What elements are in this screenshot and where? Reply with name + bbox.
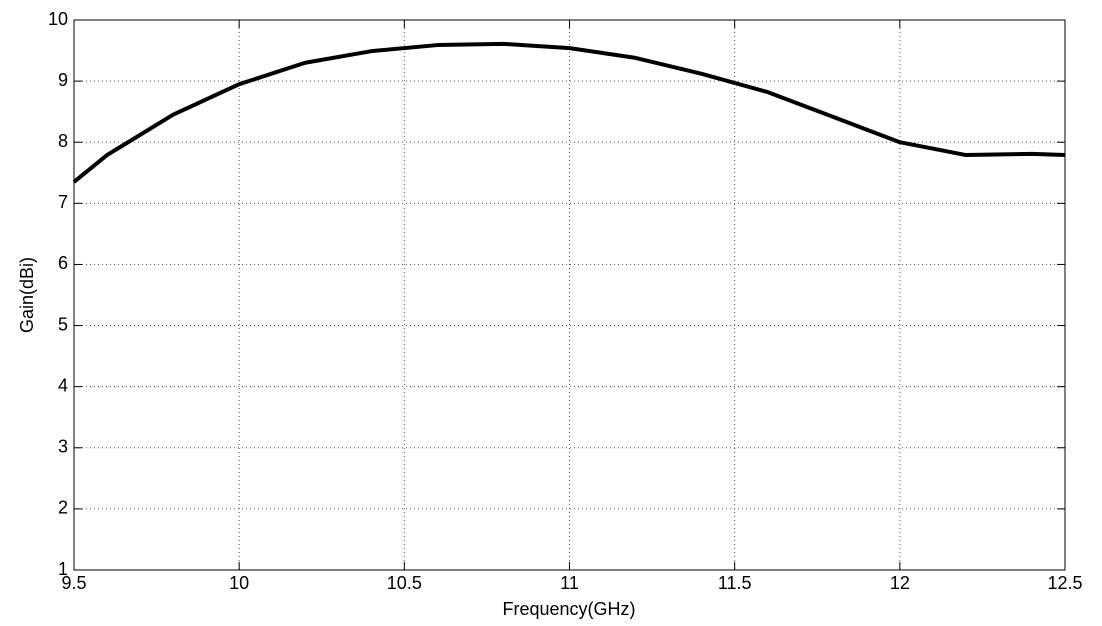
plot-frame (73, 19, 1066, 571)
y-tick-label: 10 (48, 9, 68, 29)
y-tick-label: 5 (58, 314, 68, 334)
x-tick-label: 11.5 (718, 573, 752, 593)
y-tick-label: 1 (58, 559, 68, 579)
x-tick-label: 12.5 (1047, 573, 1082, 593)
plot-area (74, 20, 1065, 570)
y-tick-label: 8 (58, 131, 68, 151)
y-tick-label: 9 (58, 70, 68, 90)
x-tick-label: 9.5 (61, 573, 86, 593)
data-line (72, 41, 1066, 184)
x-axis-label: Frequency(GHz) (502, 599, 635, 619)
x-tick-label: 10 (229, 573, 249, 593)
y-tick-label: 7 (58, 192, 68, 212)
y-axis-label: Gain(dBi) (17, 257, 37, 333)
y-tick-label: 2 (58, 498, 68, 518)
y-tick-label: 3 (58, 437, 68, 457)
y-tick-label: 6 (58, 253, 68, 273)
y-tick-label: 4 (58, 375, 68, 395)
x-tick-label: 10.5 (387, 573, 422, 593)
x-tick-label: 12 (890, 573, 910, 593)
x-tick-label: 11 (560, 573, 579, 593)
